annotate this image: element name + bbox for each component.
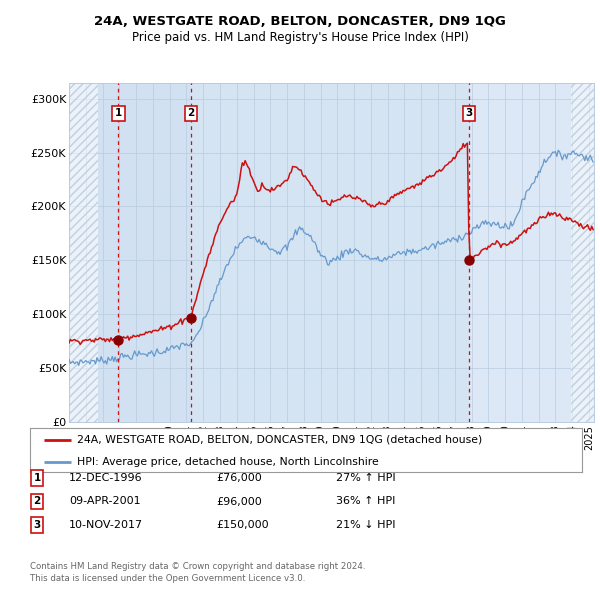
- Text: Price paid vs. HM Land Registry's House Price Index (HPI): Price paid vs. HM Land Registry's House …: [131, 31, 469, 44]
- Text: 10-NOV-2017: 10-NOV-2017: [69, 520, 143, 530]
- Text: HPI: Average price, detached house, North Lincolnshire: HPI: Average price, detached house, Nort…: [77, 457, 379, 467]
- Bar: [98, 83, 191, 422]
- Text: 1: 1: [115, 108, 122, 118]
- Text: £76,000: £76,000: [216, 473, 262, 483]
- Text: 24A, WESTGATE ROAD, BELTON, DONCASTER, DN9 1QG: 24A, WESTGATE ROAD, BELTON, DONCASTER, D…: [94, 15, 506, 28]
- Text: £150,000: £150,000: [216, 520, 269, 530]
- Text: 36% ↑ HPI: 36% ↑ HPI: [336, 497, 395, 506]
- Bar: [69, 83, 98, 422]
- Text: £96,000: £96,000: [216, 497, 262, 506]
- Text: 2: 2: [187, 108, 194, 118]
- Bar: [191, 83, 469, 422]
- Bar: [571, 83, 594, 422]
- Text: 12-DEC-1996: 12-DEC-1996: [69, 473, 143, 483]
- Text: 3: 3: [466, 108, 473, 118]
- Text: 09-APR-2001: 09-APR-2001: [69, 497, 140, 506]
- Text: Contains HM Land Registry data © Crown copyright and database right 2024.: Contains HM Land Registry data © Crown c…: [30, 562, 365, 571]
- Bar: [69, 83, 98, 422]
- Text: 21% ↓ HPI: 21% ↓ HPI: [336, 520, 395, 530]
- Text: 24A, WESTGATE ROAD, BELTON, DONCASTER, DN9 1QG (detached house): 24A, WESTGATE ROAD, BELTON, DONCASTER, D…: [77, 435, 482, 445]
- Bar: [571, 83, 594, 422]
- Text: 3: 3: [34, 520, 41, 530]
- Text: This data is licensed under the Open Government Licence v3.0.: This data is licensed under the Open Gov…: [30, 574, 305, 583]
- Bar: [69, 83, 98, 422]
- Text: 1: 1: [34, 473, 41, 483]
- Text: 27% ↑ HPI: 27% ↑ HPI: [336, 473, 395, 483]
- Text: 2: 2: [34, 497, 41, 506]
